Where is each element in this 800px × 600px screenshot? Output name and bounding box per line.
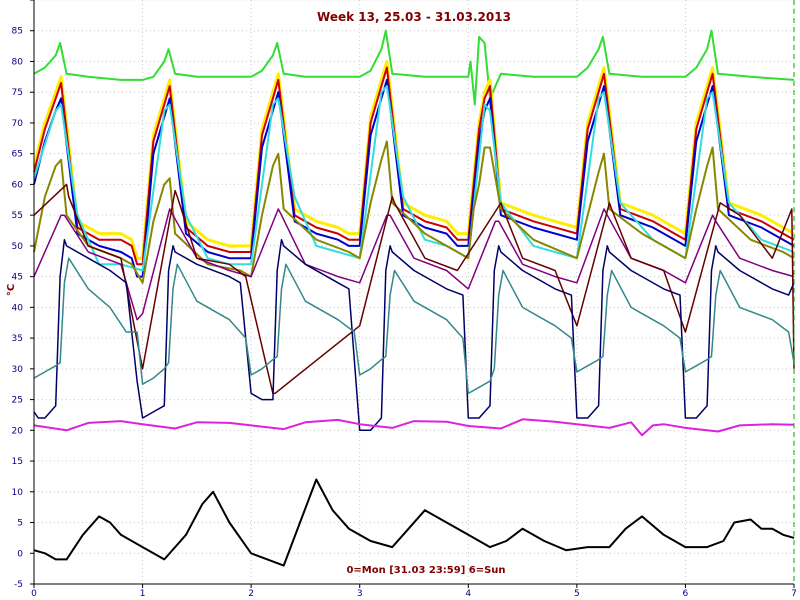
- series-line-11: [33, 418, 795, 437]
- chart-title: Week 13, 25.03 - 31.03.2013: [317, 10, 511, 24]
- series-line-1: [33, 29, 795, 106]
- series-line-9: [33, 238, 795, 432]
- x-tick-label: 5: [574, 589, 580, 599]
- x-tick-label: 6: [683, 589, 689, 599]
- plot-background: [34, 0, 794, 584]
- series-line-6: [33, 140, 795, 284]
- y-tick-label: 35: [12, 334, 23, 344]
- y-tick-label: -5: [14, 580, 23, 590]
- x-tick-label: 1: [140, 589, 146, 599]
- y-axis-ticks: -5 0 5 10 15 20 25 30 35 40 45 50 55 60 65 70 75 80 85: [12, 0, 34, 590]
- y-tick-label: 25: [12, 396, 23, 406]
- x-tick-label: 7: [791, 589, 797, 599]
- y-tick-label: 55: [12, 211, 23, 221]
- series-line-10: [33, 257, 795, 395]
- series-line-8: [33, 183, 795, 395]
- y-tick-label: 40: [12, 303, 24, 313]
- y-axis-label: °C: [6, 284, 17, 296]
- y-tick-label: 0: [17, 549, 23, 559]
- y-tick-label: 50: [12, 242, 24, 252]
- x-tick-label: 4: [465, 589, 471, 599]
- y-tick-label: 80: [12, 57, 24, 67]
- y-tick-label: 45: [12, 273, 23, 283]
- series-line-3: [33, 66, 795, 266]
- x-axis-label: 0=Mon [31.03 23:59] 6=Sun: [346, 565, 505, 576]
- series-line-5: [33, 85, 795, 272]
- series-line-2: [32, 60, 795, 260]
- x-tick-label: 0: [31, 589, 37, 599]
- x-tick-label: 2: [248, 589, 254, 599]
- y-tick-label: 15: [12, 457, 23, 467]
- y-tick-label: 5: [17, 519, 23, 529]
- y-tick-label: 75: [12, 88, 23, 98]
- y-tick-label: 10: [12, 488, 24, 498]
- y-tick-label: 65: [12, 150, 23, 160]
- y-tick-label: 30: [12, 365, 24, 375]
- y-tick-label: 60: [12, 180, 24, 190]
- y-tick-label: 70: [12, 119, 24, 129]
- y-tick-label: 85: [12, 27, 23, 37]
- x-axis-ticks: 0 1 2 3 4 5 6 7: [31, 584, 797, 599]
- y-tick-label: 20: [12, 426, 24, 436]
- series-group: [32, 29, 795, 567]
- series-line-12: [33, 478, 795, 567]
- x-tick-label: 3: [357, 589, 363, 599]
- series-line-4: [33, 78, 795, 278]
